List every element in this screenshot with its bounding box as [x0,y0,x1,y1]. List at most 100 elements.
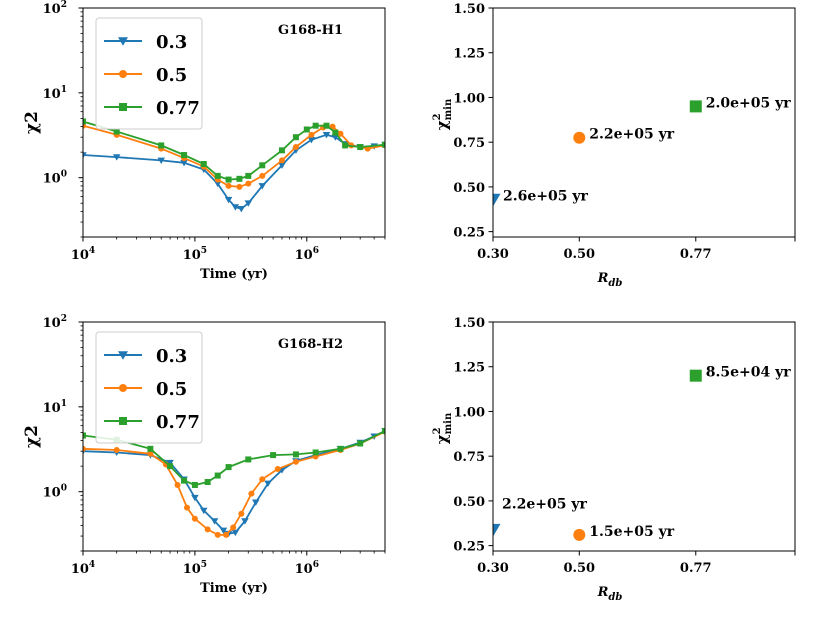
series-point-0.5 [238,510,245,517]
series-point-0.3 [200,507,208,515]
series-point-0.5 [248,490,255,497]
series-point-0.77 [312,449,319,456]
series-point-0.77 [342,142,349,149]
legend-marker-0.77 [119,417,127,425]
series-point-0.77 [83,118,86,125]
series-point-0.77 [200,161,207,168]
legend-marker-0.3 [118,351,128,360]
series-line-0.77 [83,430,385,486]
series-point-0.77 [147,445,154,452]
x-tick-label: 106 [295,246,319,263]
series-point-0.5 [214,531,221,538]
y-axis-label: χ2 [22,111,42,134]
series-point-0.5 [204,526,211,533]
scatter-annotation-1: 2.6e+05 yr [503,188,588,204]
series-line-0.77 [83,120,385,181]
series-point-0.3 [219,527,228,534]
series-point-0.5 [292,458,299,465]
series-point-0.3 [180,159,188,167]
legend-label-0.3: 0.3 [156,32,187,53]
x-tick-label: 0.30 [477,561,509,576]
x-tick-label: 0.30 [477,247,509,262]
legend-marker-0.5 [119,70,127,78]
legend-marker-0.3 [118,37,128,46]
scatter-point-1 [493,193,501,207]
series-point-0.77 [225,176,232,183]
x-axis-label: Time (yr) [200,581,268,596]
series-point-0.77 [245,172,252,179]
series-point-0.3 [258,183,267,190]
chart-panel-1: 104 105 106 100 101 102 G168-H1 0.3 0.5 0.77 Time … [22,0,386,282]
y-tick-label: 102 [43,314,67,331]
y-tick-label: 100 [43,484,67,501]
legend-label-0.3: 0.3 [156,346,187,367]
series-point-0.3 [231,204,240,211]
plot-area [83,118,385,213]
y-tick-label: 0.50 [453,181,485,196]
x-axis-label: Time (yr) [200,267,268,282]
chart-title: G168-H1 [278,23,343,38]
y-tick-label: 102 [43,0,67,17]
series-point-0.77 [225,464,232,471]
series-point-0.5 [292,144,299,151]
series-point-0.3 [157,157,165,164]
x-tick-label: 105 [183,246,207,263]
scatter-annotation-2: 2.2e+05 yr [589,127,674,143]
series-point-0.77 [214,472,221,479]
series-point-0.5 [236,183,243,190]
series-point-0.77 [270,452,277,459]
series-point-0.5 [259,476,266,483]
plot-area [493,100,702,207]
series-point-0.5 [274,466,281,473]
series-point-0.5 [147,450,154,457]
y-tick-label: 1.50 [453,2,485,17]
series-point-0.5 [337,130,344,137]
series-point-0.5 [230,524,237,531]
series-line-0.3 [83,133,385,210]
y-tick-label: 0.75 [453,136,485,151]
legend-label-0.5: 0.5 [156,379,187,400]
series-point-0.77 [158,142,165,149]
chart-panel-2: 0.30 0.50 0.77 0.25 0.50 0.75 1.00 1.25 1.50 2.6e… [432,2,796,289]
plot-area [493,369,702,541]
series-point-0.3 [264,480,272,488]
axes-frame [492,7,796,238]
series-point-0.3 [231,529,240,537]
series-point-0.5 [245,180,252,187]
y-tick-label: 101 [43,85,67,102]
series-point-0.77 [382,141,385,148]
series-point-0.3 [112,154,121,161]
legend-label-0.77: 0.77 [156,98,200,119]
series-point-0.3 [191,494,199,502]
series-point-0.5 [308,131,315,138]
x-tick-label: 106 [295,560,319,577]
series-point-0.77 [181,477,188,484]
series-point-0.3 [241,518,249,525]
series-point-0.3 [237,205,246,213]
x-axis-label: Rdb [597,585,623,603]
series-point-0.3 [83,152,87,159]
series-point-0.3 [244,200,253,207]
series-point-0.77 [191,481,198,488]
series-point-0.5 [225,182,232,189]
plot-area [83,427,385,538]
series-point-0.77 [214,172,221,179]
scatter-point-2 [573,528,586,541]
series-point-0.77 [292,451,299,458]
series-point-0.77 [259,162,266,169]
legend-marker-0.5 [119,384,127,392]
x-tick-label: 0.77 [680,247,712,262]
series-point-0.77 [278,147,285,154]
y-tick-label: 1.25 [453,47,485,62]
scatter-point-3 [689,369,702,382]
y-tick-label: 100 [43,170,67,187]
x-axis-label: Rdb [597,271,623,289]
series-point-0.77 [357,440,364,447]
series-point-0.77 [312,122,319,129]
legend-marker-0.77 [119,103,127,111]
x-tick-label: 0.50 [563,561,595,576]
axes-frame [82,321,386,552]
series-point-0.5 [174,481,181,488]
y-tick-label: 1.25 [453,361,485,376]
series-point-0.77 [332,129,339,136]
